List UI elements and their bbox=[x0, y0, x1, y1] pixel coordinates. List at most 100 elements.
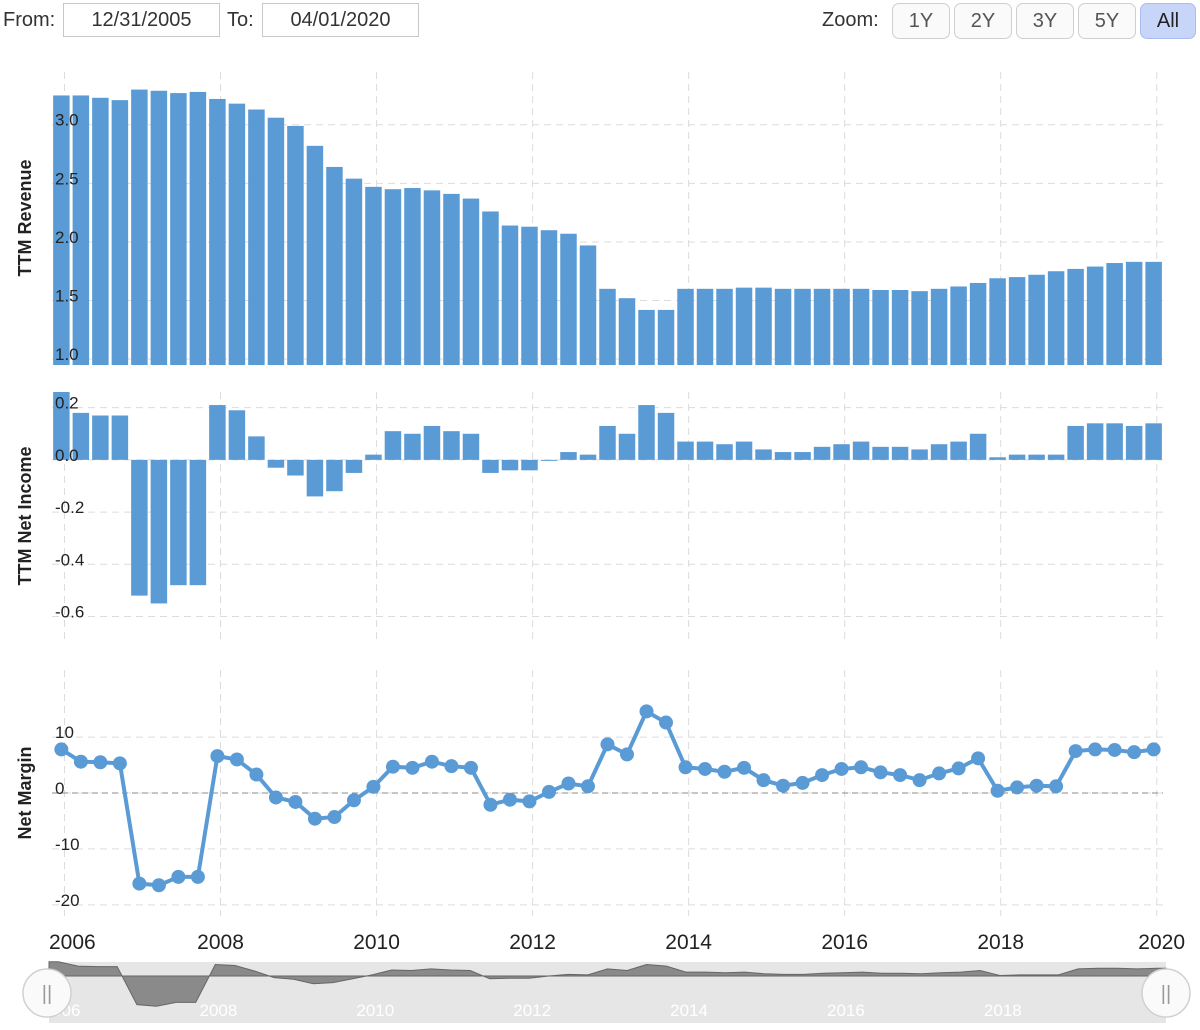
bar bbox=[599, 288, 616, 365]
y-tick-label: 2.0 bbox=[55, 228, 79, 247]
bar bbox=[540, 459, 558, 461]
panel-ttm-revenue: TTM Revenue 1.0 1.5 2.0 2.5 3.0 bbox=[15, 72, 1163, 366]
navigator-tick-label: 2018 bbox=[984, 1001, 1022, 1020]
handle-grip-icon: || bbox=[42, 983, 52, 1005]
data-point bbox=[210, 749, 225, 764]
zoom-1y-button[interactable]: 1Y bbox=[892, 3, 950, 39]
data-point bbox=[463, 760, 478, 775]
data-point bbox=[854, 760, 869, 775]
navigator-tick-label: 2008 bbox=[200, 1001, 238, 1020]
data-point bbox=[990, 783, 1005, 798]
bar bbox=[345, 459, 363, 473]
data-point bbox=[229, 752, 244, 767]
bar bbox=[677, 441, 694, 460]
bar bbox=[794, 288, 811, 365]
data-point bbox=[288, 794, 303, 809]
bar bbox=[833, 288, 850, 365]
bar bbox=[170, 459, 187, 586]
zoom-3y-button[interactable]: 3Y bbox=[1016, 3, 1074, 39]
x-tick-label: 2006 bbox=[49, 931, 96, 954]
navigator-tick-label: 2010 bbox=[356, 1001, 394, 1020]
bar bbox=[72, 412, 90, 460]
data-point bbox=[1068, 744, 1083, 759]
data-point bbox=[756, 773, 771, 788]
data-point bbox=[93, 755, 108, 770]
bar bbox=[716, 288, 733, 365]
data-point bbox=[171, 869, 186, 884]
bar bbox=[92, 415, 109, 460]
bar bbox=[423, 190, 441, 365]
data-point bbox=[1088, 742, 1103, 757]
data-point bbox=[951, 761, 966, 776]
data-point bbox=[795, 775, 810, 790]
data-point bbox=[268, 790, 283, 805]
bar bbox=[267, 459, 285, 468]
data-point bbox=[327, 810, 342, 825]
bar bbox=[1008, 454, 1026, 460]
to-date-input[interactable] bbox=[262, 3, 419, 37]
navigator-left-handle[interactable]: || bbox=[22, 968, 72, 1018]
bar bbox=[209, 405, 226, 460]
from-label: From: bbox=[3, 9, 56, 31]
bar bbox=[209, 98, 226, 366]
bar bbox=[755, 449, 772, 460]
bar bbox=[1067, 268, 1084, 365]
bar bbox=[989, 457, 1006, 460]
bar bbox=[989, 278, 1006, 365]
bar bbox=[92, 97, 109, 365]
navigator-tick-label: 2012 bbox=[513, 1001, 551, 1020]
y-tick-label: 1.0 bbox=[55, 345, 79, 364]
data-point bbox=[73, 754, 88, 769]
bar bbox=[326, 166, 343, 365]
bar bbox=[579, 245, 597, 365]
bar bbox=[774, 452, 792, 460]
bar bbox=[306, 145, 324, 365]
bar bbox=[911, 449, 928, 460]
y-axis-title: Net Margin bbox=[15, 746, 35, 839]
data-point bbox=[385, 759, 400, 774]
bar bbox=[131, 89, 148, 365]
range-selector-bar: From: To: Zoom: 1Y 2Y 3Y 5Y All bbox=[0, 0, 1200, 44]
bar bbox=[891, 289, 909, 365]
bar bbox=[404, 433, 421, 460]
from-date-input[interactable] bbox=[63, 3, 220, 37]
bar bbox=[1106, 423, 1123, 460]
bar bbox=[326, 459, 343, 492]
bar bbox=[911, 291, 928, 365]
bar bbox=[150, 459, 168, 604]
bar bbox=[852, 288, 870, 365]
data-point bbox=[600, 737, 615, 752]
bar bbox=[53, 95, 70, 365]
data-point bbox=[1010, 780, 1025, 795]
data-point bbox=[1049, 779, 1064, 794]
bar bbox=[1086, 423, 1104, 460]
bar bbox=[53, 392, 70, 460]
zoom-5y-button[interactable]: 5Y bbox=[1078, 3, 1136, 39]
bar bbox=[657, 412, 675, 460]
bar bbox=[716, 444, 733, 460]
navigator-series bbox=[48, 961, 1167, 1007]
bar bbox=[111, 100, 129, 366]
data-point bbox=[873, 765, 888, 780]
zoom-label: Zoom: bbox=[822, 9, 879, 31]
x-tick-label: 2010 bbox=[353, 931, 400, 954]
bar bbox=[1145, 423, 1162, 460]
bar bbox=[365, 186, 382, 365]
bar bbox=[852, 441, 870, 460]
y-tick-label: -0.4 bbox=[55, 550, 84, 569]
zoom-all-button[interactable]: All bbox=[1140, 3, 1196, 39]
bar bbox=[1145, 261, 1162, 365]
zoom-2y-button[interactable]: 2Y bbox=[954, 3, 1012, 39]
bar bbox=[306, 459, 324, 497]
bar bbox=[657, 309, 675, 365]
data-point bbox=[54, 742, 69, 757]
navigator-right-handle[interactable]: || bbox=[1141, 968, 1191, 1018]
y-tick-label: 0.0 bbox=[55, 446, 79, 465]
data-point bbox=[698, 761, 713, 776]
bar bbox=[1086, 266, 1104, 365]
data-point bbox=[366, 779, 381, 794]
data-point bbox=[1107, 742, 1122, 757]
bar bbox=[638, 309, 655, 365]
